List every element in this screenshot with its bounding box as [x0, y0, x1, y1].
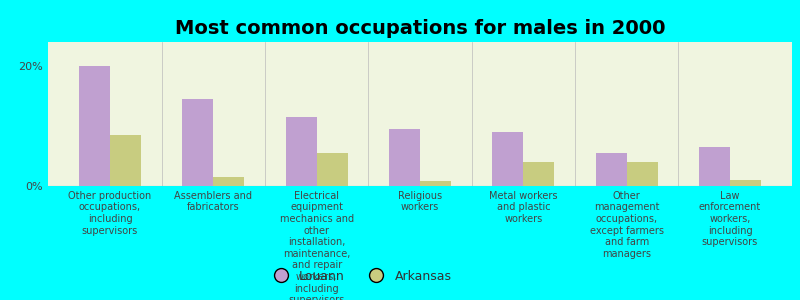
- Bar: [699, 147, 730, 186]
- Bar: [182, 99, 214, 186]
- Bar: [626, 162, 658, 186]
- Title: Most common occupations for males in 2000: Most common occupations for males in 200…: [174, 19, 666, 38]
- Bar: [79, 66, 110, 186]
- Bar: [317, 153, 348, 186]
- Bar: [286, 117, 317, 186]
- Legend: Louann, Arkansas: Louann, Arkansas: [263, 265, 457, 288]
- Bar: [214, 177, 244, 186]
- Bar: [596, 153, 626, 186]
- Bar: [420, 181, 451, 186]
- Bar: [523, 162, 554, 186]
- Bar: [389, 129, 420, 186]
- Bar: [492, 132, 523, 186]
- Bar: [730, 180, 761, 186]
- Bar: [110, 135, 141, 186]
